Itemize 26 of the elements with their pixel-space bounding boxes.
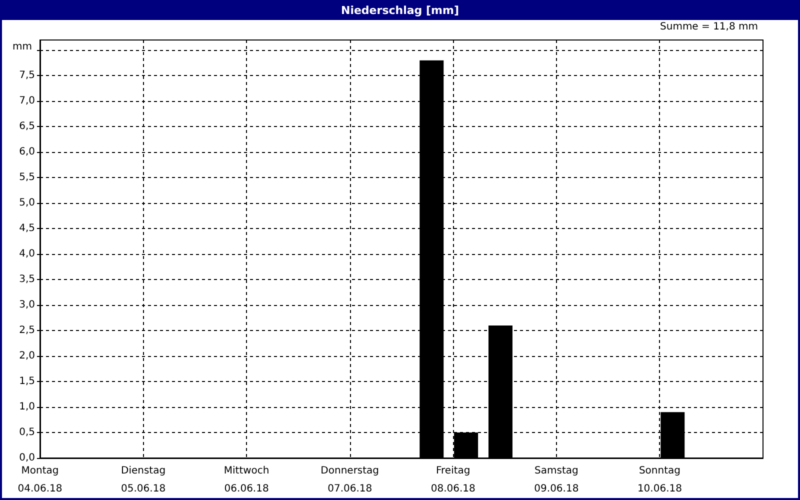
y-tick-label: 0,0 — [19, 452, 35, 464]
y-tick-label: 1,5 — [19, 376, 35, 388]
y-tick-label: 7,5 — [19, 70, 35, 82]
y-tick-label: 1,0 — [19, 402, 35, 413]
y-tick-label: 2,5 — [19, 325, 35, 336]
y-tick-label: 6,0 — [19, 146, 35, 158]
chart-title: Niederschlag [mm] — [2, 2, 798, 20]
y-tick-label: 5,5 — [19, 172, 35, 184]
y-tick-label: 3,5 — [19, 274, 35, 286]
y-tick-label: 7,0 — [19, 96, 35, 107]
text: Summe = 11,8 mm — [660, 22, 758, 32]
x-tick-label: Donnerstag 07.06.18 — [320, 466, 380, 494]
x-tick-label: Mittwoch 06.06.18 — [224, 466, 270, 494]
y-tick-label: 5,0 — [19, 198, 35, 209]
y-tick-label: 0,5 — [19, 427, 35, 438]
y-axis-title: mm — [12, 42, 32, 52]
x-tick-label: Montag 04.06.18 — [18, 466, 62, 494]
y-tick-label: 4,5 — [19, 223, 35, 234]
y-tick-label: 2,0 — [19, 350, 35, 362]
y-tick-label: 6,5 — [19, 121, 35, 132]
y-tick-label: 3,0 — [19, 300, 35, 311]
x-tick-label: Sonntag 10.06.18 — [637, 466, 682, 494]
x-tick-label: Dienstag 05.06.18 — [120, 466, 166, 494]
x-tick-label: Samstag 09.06.18 — [534, 466, 579, 494]
x-tick-label: Freitag 08.06.18 — [430, 466, 476, 494]
y-tick-label: 4,0 — [19, 248, 35, 260]
